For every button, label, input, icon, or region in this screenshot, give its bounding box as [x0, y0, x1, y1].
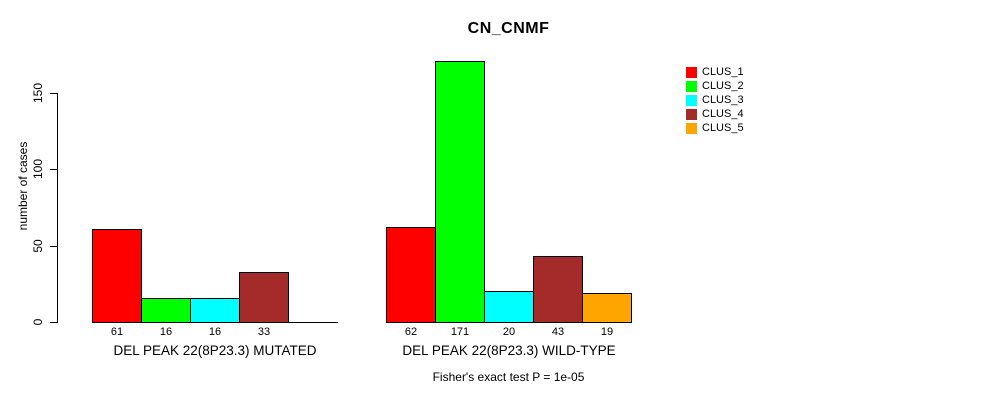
legend-item-label: CLUS_3 — [702, 94, 744, 106]
y-tick-label: 100 — [31, 158, 45, 180]
y-tick-label: 150 — [31, 82, 45, 104]
group-axis-label: DEL PEAK 22(8P23.3) WILD-TYPE — [402, 343, 616, 358]
bar-clus_3 — [484, 291, 534, 323]
bar-clus_2 — [141, 298, 191, 323]
fisher-test-annotation: Fisher's exact test P = 1e-05 — [432, 370, 585, 384]
y-axis-tick — [50, 322, 57, 323]
legend-swatch-icon — [686, 67, 697, 78]
legend-swatch-icon — [686, 95, 697, 106]
bar-value-label: 33 — [257, 326, 271, 338]
bar-value-label: 62 — [404, 326, 418, 338]
bar-clus_1 — [92, 229, 142, 323]
chart-title: CN_CNMF — [467, 20, 550, 37]
bar-value-label: 61 — [110, 326, 124, 338]
y-axis-title: number of cases — [16, 141, 30, 231]
y-tick-label: 50 — [31, 239, 45, 253]
legend-item-label: CLUS_2 — [702, 80, 744, 92]
group-axis-label: DEL PEAK 22(8P23.3) MUTATED — [113, 343, 317, 358]
y-axis-tick — [50, 169, 57, 170]
bar-clus_3 — [190, 298, 240, 323]
legend-swatch-icon — [686, 81, 697, 92]
y-axis-tick — [50, 246, 57, 247]
legend-item-label: CLUS_5 — [702, 122, 744, 134]
legend-swatch-icon — [686, 109, 697, 120]
bar-value-label: 20 — [502, 326, 516, 338]
bar-clus_4 — [239, 272, 289, 323]
y-axis-line — [57, 93, 58, 323]
y-axis-tick — [50, 93, 57, 94]
bar-value-label: 16 — [159, 326, 173, 338]
legend-swatch-icon — [686, 123, 697, 134]
bar-clus_5 — [582, 293, 632, 323]
bar-clus_1 — [386, 227, 436, 323]
bar-clus_2 — [435, 61, 485, 323]
bar-value-label: 43 — [551, 326, 565, 338]
bar-value-label: 16 — [208, 326, 222, 338]
bar-clus_4 — [533, 256, 583, 323]
legend-item-label: CLUS_1 — [702, 66, 744, 78]
bar-value-label: 19 — [600, 326, 614, 338]
y-tick-label: 0 — [31, 318, 45, 326]
bar-value-label: 171 — [450, 326, 470, 338]
legend-item-label: CLUS_4 — [702, 108, 744, 120]
